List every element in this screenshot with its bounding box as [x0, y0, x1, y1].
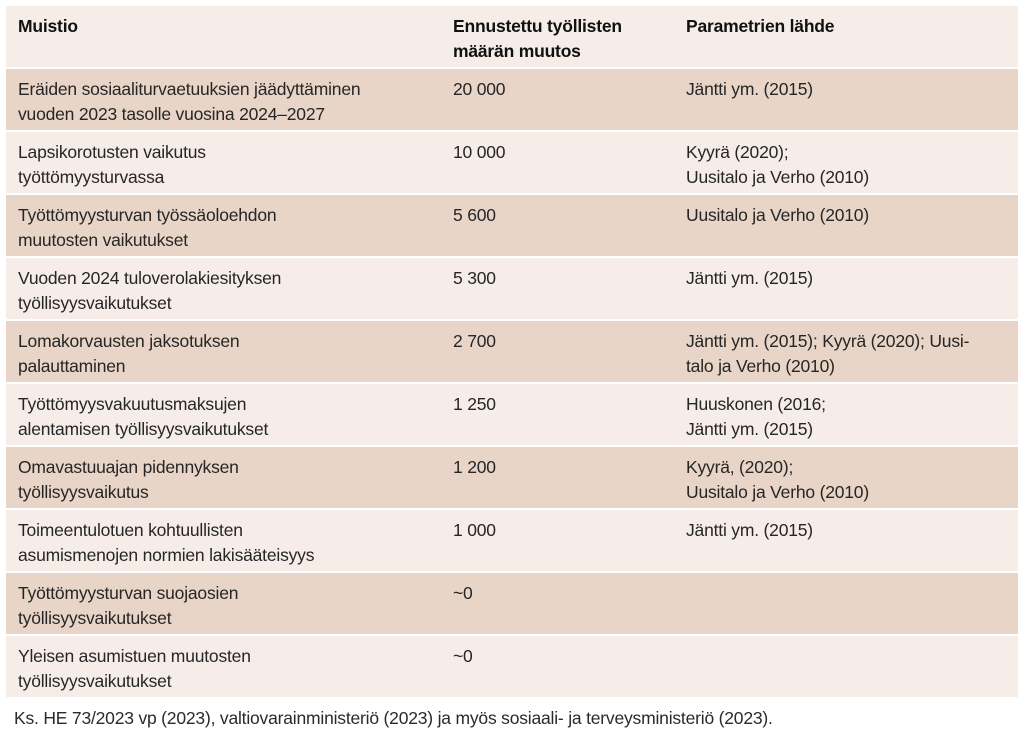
table-row: Työttömyysturvan työssäoloehdon muutosten…	[6, 195, 1018, 256]
cell-muutos: ~0	[453, 646, 473, 666]
cell-muutos: 1 200	[453, 457, 496, 477]
cell-muistio: Työttömyysvakuutusmaksujen alentamisen ty…	[18, 394, 269, 439]
cell-muutos: 1 000	[453, 520, 496, 540]
cell-muutos: 10 000	[453, 142, 506, 162]
cell-lahde	[686, 573, 1018, 634]
cell-muistio: Lomakorvausten jaksotuksen palauttaminen	[18, 331, 240, 376]
table-row: Vuoden 2024 tuloverolakiesityksen työllis…	[6, 258, 1018, 319]
employment-effects-table: Muistio Ennustettu työllisten määrän muu…	[6, 6, 1018, 699]
cell-muutos: 1 250	[453, 394, 496, 414]
cell-muutos: 5 300	[453, 268, 496, 288]
cell-lahde	[686, 636, 1018, 697]
header-text: määrän muutos	[453, 41, 581, 61]
cell-lahde: Jäntti ym. (2015)	[686, 520, 813, 540]
table-header-row: Muistio Ennustettu työllisten määrän muu…	[6, 6, 1018, 67]
cell-muutos: ~0	[453, 583, 473, 603]
header-lahde: Parametrien lähde	[686, 6, 1018, 67]
footnote: Ks. HE 73/2023 vp (2023), valtiovarainmi…	[14, 708, 773, 728]
header-muistio: Muistio	[6, 6, 453, 67]
table-row: Lomakorvausten jaksotuksen palauttaminen …	[6, 321, 1018, 382]
cell-muistio: Toimeentulotuen kohtuullisten asumismenoj…	[18, 520, 315, 565]
cell-muutos: 20 000	[453, 79, 506, 99]
table-row: Eräiden sosiaaliturvaetuuksien jäädyttäm…	[6, 69, 1018, 130]
cell-muistio: Työttömyysturvan työssäoloehdon muutosten…	[18, 205, 277, 250]
cell-muistio: Omavastuuajan pidennyksen työllisyysvaiku…	[18, 457, 239, 502]
table-row: Työttömyysturvan suojaosien työllisyysvai…	[6, 573, 1018, 634]
table-row: Toimeentulotuen kohtuullisten asumismenoj…	[6, 510, 1018, 571]
header-muutos: Ennustettu työllisten määrän muutos	[453, 6, 686, 67]
cell-lahde: Huuskonen (2016; Jäntti ym. (2015)	[686, 394, 826, 439]
table-row: Yleisen asumistuen muutosten työllisyysva…	[6, 636, 1018, 697]
cell-muistio: Työttömyysturvan suojaosien työllisyysvai…	[18, 583, 239, 628]
cell-lahde: Jäntti ym. (2015); Kyyrä (2020); Uusi-ta…	[686, 331, 970, 376]
cell-lahde: Jäntti ym. (2015)	[686, 79, 813, 99]
cell-muistio: Vuoden 2024 tuloverolakiesityksen työllis…	[18, 268, 282, 313]
cell-lahde: Uusitalo ja Verho (2010)	[686, 205, 869, 225]
cell-muutos: 5 600	[453, 205, 496, 225]
header-text: Parametrien lähde	[686, 16, 835, 36]
table-row: Lapsikorotusten vaikutus työttömyysturvas…	[6, 132, 1018, 193]
cell-muistio: Yleisen asumistuen muutosten työllisyysva…	[18, 646, 251, 691]
table-row: Työttömyysvakuutusmaksujen alentamisen ty…	[6, 384, 1018, 445]
table-row: Omavastuuajan pidennyksen työllisyysvaiku…	[6, 447, 1018, 508]
cell-muistio: Eräiden sosiaaliturvaetuuksien jäädyttäm…	[18, 79, 361, 124]
cell-lahde: Jäntti ym. (2015)	[686, 268, 813, 288]
header-text: Muistio	[18, 16, 78, 36]
cell-muistio: Lapsikorotusten vaikutus työttömyysturvas…	[18, 142, 206, 187]
cell-muutos: 2 700	[453, 331, 496, 351]
header-text: Ennustettu työllisten	[453, 16, 622, 36]
cell-lahde: Kyyrä, (2020); Uusitalo ja Verho (2010)	[686, 457, 869, 502]
cell-lahde: Kyyrä (2020); Uusitalo ja Verho (2010)	[686, 142, 869, 187]
